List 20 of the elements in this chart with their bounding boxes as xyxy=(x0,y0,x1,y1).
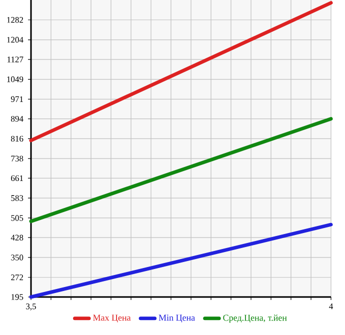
y-tick-label: 428 xyxy=(10,234,24,240)
y-tick-label: 1049 xyxy=(7,76,24,82)
y-tick-label: 816 xyxy=(11,136,24,142)
x-tick-label: 4 xyxy=(329,304,333,310)
y-tick-label: 1204 xyxy=(7,36,24,43)
y-tick-label: 505 xyxy=(11,215,24,221)
y-tick-label: 350 xyxy=(11,254,24,260)
legend-label: Сред.Цена, т.йен xyxy=(223,314,287,323)
y-tick-label: 1282 xyxy=(7,17,23,23)
y-tick-label: 272 xyxy=(11,274,23,280)
legend-label: Max Цена xyxy=(93,314,131,323)
y-tick-label: 661 xyxy=(11,175,23,182)
y-tick-label: 1127 xyxy=(8,56,24,62)
x-tick-label: 3,5 xyxy=(26,304,36,310)
y-tick-label: 894 xyxy=(11,116,24,122)
y-tick-label: 971 xyxy=(10,96,23,102)
y-tick-label: 738 xyxy=(11,156,24,162)
y-tick-label: 583 xyxy=(11,195,24,201)
legend-label: Min Цена xyxy=(158,314,195,323)
y-tick-label: 195 xyxy=(11,294,24,300)
